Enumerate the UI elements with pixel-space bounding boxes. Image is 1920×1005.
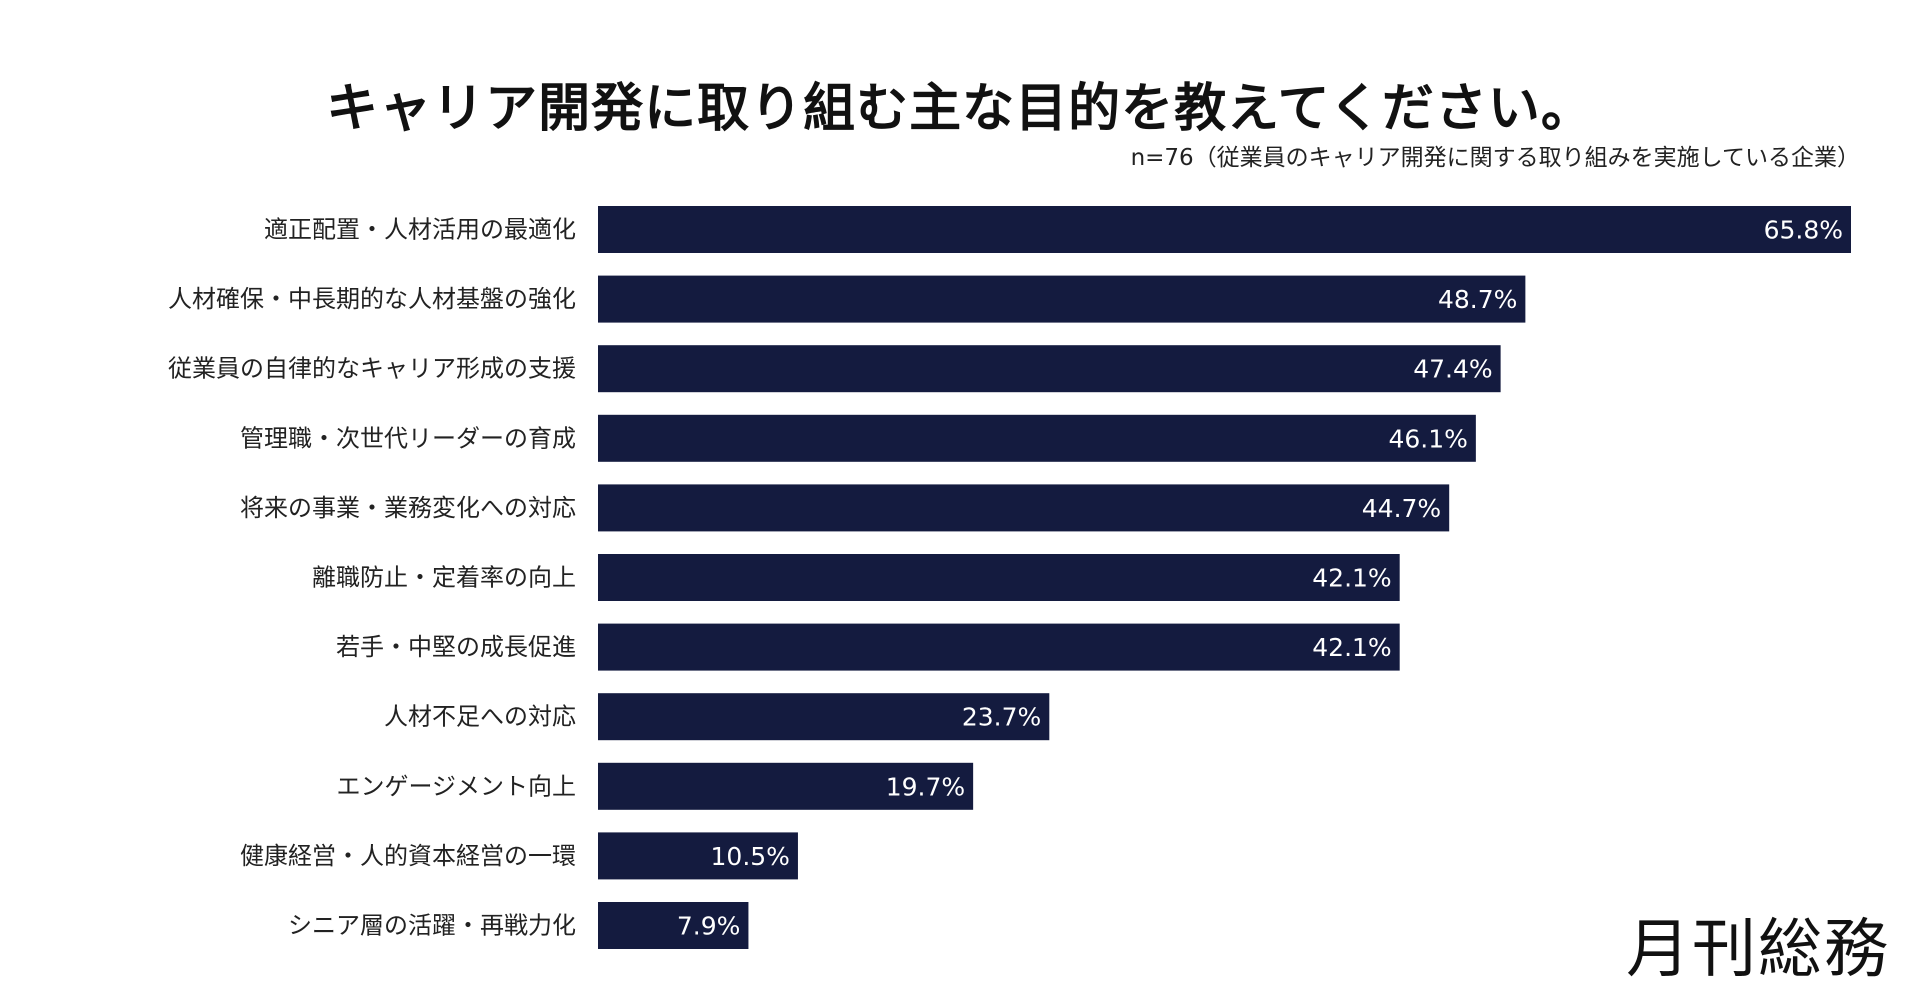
category-label: 管理職・次世代リーダーの育成	[240, 424, 576, 452]
data-label: 46.1%	[1388, 424, 1467, 453]
data-label: 10.5%	[711, 842, 790, 871]
category-label: 従業員の自律的なキャリア形成の支援	[168, 355, 576, 383]
category-label: 若手・中堅の成長促進	[336, 633, 576, 661]
category-label: シニア層の活躍・再戦力化	[288, 912, 576, 940]
bar	[598, 484, 1450, 532]
chart-subtitle: n=76（従業員のキャリア開発に関する取り組みを実施している企業）	[1130, 145, 1860, 171]
category-label: 人材確保・中長期的な人材基盤の強化	[168, 285, 576, 313]
data-label: 47.4%	[1413, 355, 1492, 384]
data-label: 23.7%	[962, 703, 1041, 732]
category-label: 適正配置・人材活用の最適化	[264, 216, 576, 244]
bar	[598, 902, 749, 949]
bar	[598, 832, 798, 880]
data-label: 42.1%	[1312, 633, 1391, 662]
bar	[598, 693, 1050, 741]
category-label: 離職防止・定着率の向上	[312, 564, 576, 592]
bar	[598, 206, 1851, 253]
category-label: エンゲージメント向上	[336, 772, 576, 800]
data-label: 7.9%	[677, 912, 741, 941]
bar	[598, 762, 974, 810]
data-label: 65.8%	[1764, 216, 1843, 245]
bar	[598, 414, 1476, 462]
bar	[598, 554, 1400, 601]
logo: 月刊総務	[1626, 913, 1890, 987]
data-label: 42.1%	[1312, 564, 1391, 593]
category-label: 将来の事業・業務変化への対応	[240, 494, 576, 522]
bar	[598, 623, 1400, 671]
category-label: 人材不足への対応	[384, 703, 576, 731]
bar	[598, 275, 1526, 323]
bar	[598, 345, 1501, 393]
chart-title: キャリア開発に取り組む主な目的を教えてください。	[326, 79, 1594, 139]
data-label: 44.7%	[1362, 494, 1441, 523]
category-label: 健康経営・人的資本経営の一環	[240, 842, 576, 870]
data-label: 19.7%	[886, 772, 965, 801]
data-label: 48.7%	[1438, 285, 1517, 314]
